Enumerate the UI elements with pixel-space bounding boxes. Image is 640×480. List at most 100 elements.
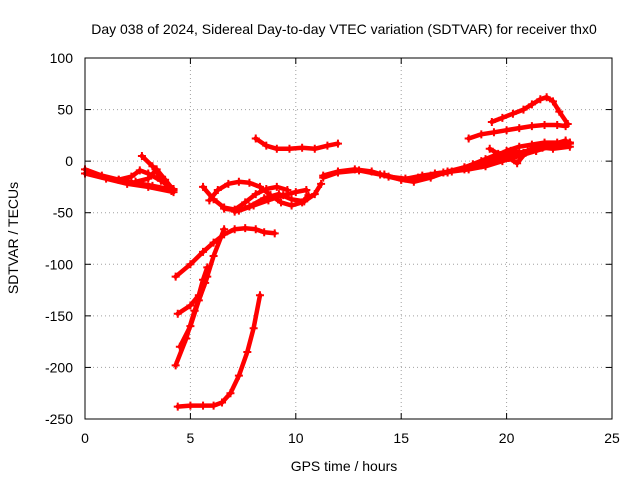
data-point xyxy=(144,174,153,183)
y-tick-label: -250 xyxy=(45,411,73,427)
data-point xyxy=(186,301,195,310)
data-point xyxy=(135,166,144,175)
data-point xyxy=(300,197,309,206)
data-point xyxy=(175,342,184,351)
data-point xyxy=(287,195,296,204)
data-point xyxy=(515,124,524,133)
data-point xyxy=(260,194,269,203)
data-point xyxy=(380,170,389,179)
data-point xyxy=(199,247,208,256)
series-trace-14 xyxy=(230,179,326,216)
data-point xyxy=(102,174,111,183)
data-point xyxy=(397,175,406,184)
data-point xyxy=(319,173,328,182)
data-point xyxy=(468,160,477,169)
data-point xyxy=(186,260,195,269)
data-point xyxy=(513,159,522,168)
data-point xyxy=(251,225,260,234)
data-point xyxy=(515,142,524,151)
data-point xyxy=(251,190,260,199)
data-point xyxy=(218,398,227,407)
data-point xyxy=(209,238,218,247)
series-line xyxy=(177,274,210,350)
data-point xyxy=(291,188,300,197)
series-line xyxy=(232,181,324,214)
x-tick-label: 20 xyxy=(499,430,515,446)
data-point xyxy=(409,177,418,186)
series-trace-06 xyxy=(171,224,279,281)
data-point xyxy=(245,202,254,211)
series-line xyxy=(253,136,341,152)
data-point xyxy=(203,272,212,281)
data-point xyxy=(298,143,307,152)
data-point xyxy=(251,134,260,143)
axis-ticks xyxy=(84,57,613,420)
data-point xyxy=(199,401,208,410)
y-tick-label: -200 xyxy=(45,359,73,375)
data-point xyxy=(243,347,252,356)
data-point xyxy=(274,190,283,199)
data-point xyxy=(144,182,153,191)
data-point xyxy=(199,182,208,191)
data-point xyxy=(506,146,515,155)
data-point xyxy=(548,144,557,153)
y-tick-label: 0 xyxy=(65,153,73,169)
data-point xyxy=(220,204,229,213)
data-point xyxy=(323,141,332,150)
grid-lines xyxy=(85,58,612,419)
data-point xyxy=(317,179,326,188)
data-point xyxy=(530,142,539,151)
data-point xyxy=(205,196,214,205)
data-point xyxy=(487,117,496,126)
data-point xyxy=(123,179,132,188)
data-point xyxy=(527,122,536,131)
data-point xyxy=(508,109,517,118)
data-point xyxy=(426,171,435,180)
data-point xyxy=(137,151,146,160)
data-point xyxy=(481,155,490,164)
x-tick-label: 5 xyxy=(187,430,195,446)
y-tick-label: -50 xyxy=(53,205,73,221)
data-point xyxy=(496,150,505,159)
x-axis-label: GPS time / hours xyxy=(291,458,398,474)
data-point xyxy=(527,100,536,109)
data-point xyxy=(262,141,271,150)
series-trace-22 xyxy=(464,121,570,143)
data-point xyxy=(565,142,574,151)
data-point xyxy=(561,136,570,145)
data-point xyxy=(209,252,218,261)
x-tick-label: 15 xyxy=(393,430,409,446)
data-point xyxy=(502,126,511,135)
data-point xyxy=(224,179,233,188)
data-point xyxy=(171,361,180,370)
data-point xyxy=(234,177,243,186)
data-point xyxy=(333,168,342,177)
data-point xyxy=(521,148,530,157)
data-point xyxy=(553,121,562,130)
data-point xyxy=(194,296,203,305)
data-point xyxy=(272,144,281,153)
series-line xyxy=(175,292,263,409)
data-point xyxy=(542,93,551,102)
data-point xyxy=(310,144,319,153)
plot-frame xyxy=(84,57,613,420)
data-point xyxy=(485,144,494,153)
x-tick-label: 10 xyxy=(288,430,304,446)
data-point xyxy=(114,175,123,184)
data-point xyxy=(333,139,342,148)
data-point xyxy=(186,322,195,331)
data-point xyxy=(169,186,178,195)
data-point xyxy=(230,207,239,216)
data-point xyxy=(285,144,294,153)
data-point xyxy=(127,172,136,181)
series-trace-21 xyxy=(485,142,574,168)
data-series xyxy=(81,93,574,411)
data-point xyxy=(241,224,250,233)
data-point xyxy=(519,105,528,114)
data-point xyxy=(241,198,250,207)
data-point xyxy=(171,272,180,281)
data-point xyxy=(173,402,182,411)
data-point xyxy=(536,95,545,104)
data-point xyxy=(152,165,161,174)
y-tick-label: -100 xyxy=(45,256,73,272)
